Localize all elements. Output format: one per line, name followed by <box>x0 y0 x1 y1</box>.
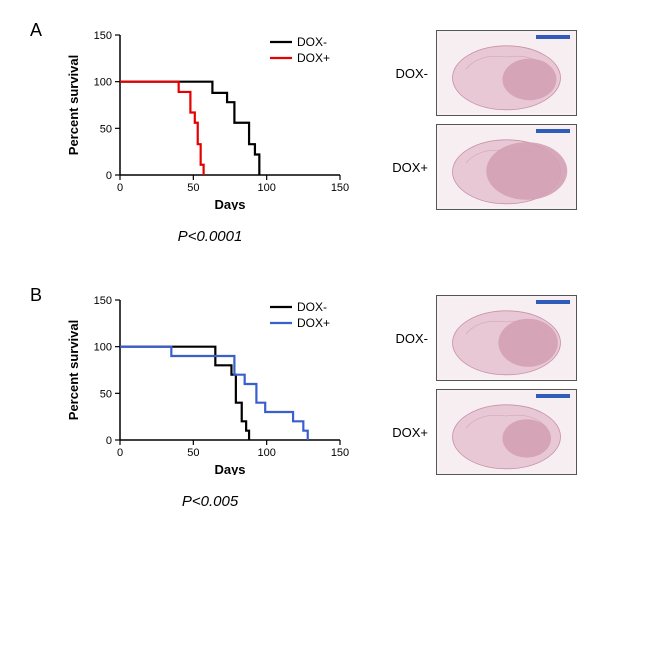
svg-text:150: 150 <box>94 30 112 42</box>
histology-row: DOX- <box>390 295 577 381</box>
svg-text:Days: Days <box>214 197 245 210</box>
chart-column: 0 50 100 150 0 50 100 150 Days Percent survival DO… <box>60 20 360 245</box>
histology-image <box>436 30 577 116</box>
histology-image <box>436 295 577 381</box>
svg-text:Percent survival: Percent survival <box>66 320 81 420</box>
svg-text:DOX+: DOX+ <box>297 51 330 65</box>
histology-label: DOX- <box>390 66 428 81</box>
survival-chart: 0 50 100 150 0 50 100 150 Days Percent survival DO… <box>60 20 360 210</box>
panel-letter: A <box>30 20 60 41</box>
svg-text:0: 0 <box>117 447 123 459</box>
svg-text:50: 50 <box>187 447 199 459</box>
p-value: P<0.0001 <box>178 228 243 245</box>
scale-bar <box>536 300 570 304</box>
histology-image <box>436 389 577 475</box>
survival-chart: 0 50 100 150 0 50 100 150 Days Percent survival DO… <box>60 285 360 475</box>
histology-row: DOX- <box>390 30 577 116</box>
chart-column: 0 50 100 150 0 50 100 150 Days Percent survival DO… <box>60 285 360 510</box>
svg-text:150: 150 <box>331 447 349 459</box>
histology-row: DOX+ <box>390 389 577 475</box>
svg-text:100: 100 <box>94 77 112 89</box>
svg-text:0: 0 <box>106 435 112 447</box>
scale-bar <box>536 35 570 39</box>
scale-bar <box>536 129 570 133</box>
histology-image <box>436 124 577 210</box>
svg-text:0: 0 <box>106 170 112 182</box>
svg-text:50: 50 <box>100 388 112 400</box>
histology-row: DOX+ <box>390 124 577 210</box>
svg-text:0: 0 <box>117 182 123 194</box>
panel-letter: B <box>30 285 60 306</box>
svg-text:Days: Days <box>214 462 245 475</box>
histology-label: DOX+ <box>390 160 428 175</box>
svg-text:150: 150 <box>331 182 349 194</box>
svg-text:DOX+: DOX+ <box>297 316 330 330</box>
panel-B: B 0 50 100 150 0 50 100 150 Days Percent survival… <box>30 285 620 510</box>
histology-column: DOX- DOX+ <box>390 295 577 483</box>
histology-label: DOX- <box>390 331 428 346</box>
svg-text:Percent survival: Percent survival <box>66 55 81 155</box>
p-value: P<0.005 <box>182 493 238 510</box>
svg-text:100: 100 <box>257 447 275 459</box>
svg-text:100: 100 <box>257 182 275 194</box>
panel-A: A 0 50 100 150 0 50 100 150 Days Percent survival… <box>30 20 620 245</box>
svg-text:DOX-: DOX- <box>297 300 327 314</box>
svg-text:50: 50 <box>100 123 112 135</box>
histology-column: DOX- DOX+ <box>390 30 577 218</box>
svg-text:DOX-: DOX- <box>297 35 327 49</box>
scale-bar <box>536 394 570 398</box>
svg-text:150: 150 <box>94 295 112 307</box>
histology-label: DOX+ <box>390 425 428 440</box>
svg-text:100: 100 <box>94 342 112 354</box>
svg-text:50: 50 <box>187 182 199 194</box>
